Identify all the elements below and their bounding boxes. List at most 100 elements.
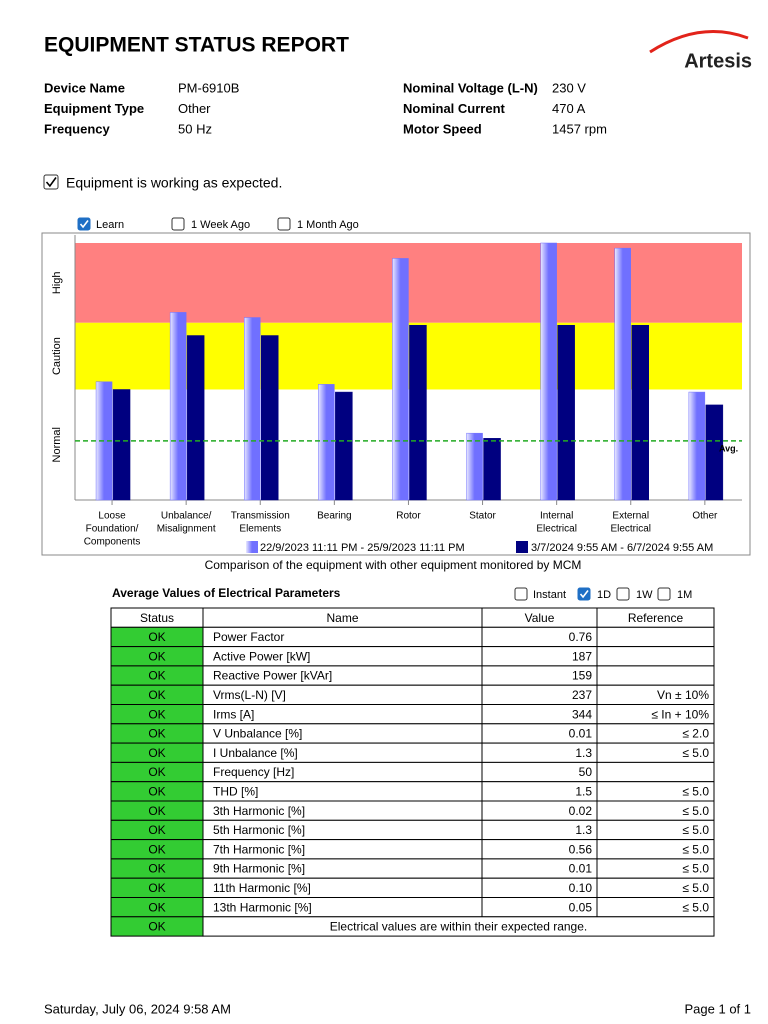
param-value: 0.01 — [569, 862, 593, 876]
bar — [186, 335, 205, 501]
param-name: 13th Harmonic [%] — [213, 900, 312, 914]
bar — [688, 391, 706, 501]
report-title: EQUIPMENT STATUS REPORT — [44, 34, 349, 57]
info-label: Nominal Voltage (L-N) — [403, 80, 538, 95]
status-text: OK — [148, 707, 165, 721]
param-name: 11th Harmonic [%] — [213, 881, 311, 895]
checkbox — [277, 217, 291, 231]
checkbox — [577, 587, 591, 601]
bar — [335, 391, 353, 501]
param-reference: ≤ 2.0 — [682, 727, 709, 741]
average-label: Avg. — [719, 443, 738, 453]
legend-label: 22/9/2023 11:11 PM - 25/9/2023 11:11 PM — [260, 542, 465, 554]
checkbox — [657, 587, 671, 601]
param-name: Vrms(L-N) [V] — [213, 688, 286, 702]
legend-label: 3/7/2024 9:55 AM - 6/7/2024 9:55 AM — [531, 542, 713, 554]
info-label: Equipment Type — [44, 101, 144, 116]
status-text: OK — [148, 746, 165, 760]
bar — [705, 404, 724, 501]
bar — [631, 324, 649, 501]
info-label: Frequency — [44, 121, 111, 136]
param-name: Power Factor — [213, 630, 284, 644]
param-reference: ≤ 5.0 — [682, 862, 709, 876]
info-label: Nominal Current — [403, 101, 506, 116]
status-text: OK — [148, 785, 165, 799]
checkbox — [171, 217, 185, 231]
header-label: Name — [326, 611, 358, 625]
x-tick-label: Bearing — [317, 511, 351, 522]
x-tick-label: Foundation/ — [86, 524, 139, 535]
header-label: Status — [140, 611, 174, 625]
param-reference: ≤ 5.0 — [682, 785, 709, 799]
param-reference: ≤ 5.0 — [682, 823, 709, 837]
param-value: 1.3 — [575, 746, 592, 760]
header-label: Reference — [628, 611, 684, 625]
status-text: OK — [148, 804, 165, 818]
bar — [483, 438, 501, 501]
chart-option-label: 1 Week Ago — [191, 219, 250, 231]
param-name: Active Power [kW] — [213, 649, 310, 663]
param-name: 7th Harmonic [%] — [213, 842, 305, 856]
cell — [596, 761, 715, 783]
chart-caption: Comparison of the equipment with other e… — [205, 558, 582, 572]
x-tick-label: Stator — [469, 511, 496, 522]
bar — [614, 247, 631, 501]
check-mark — [79, 220, 89, 229]
param-value: 0.56 — [569, 842, 593, 856]
info-value: Other — [178, 101, 211, 116]
status-text: OK — [148, 920, 165, 934]
bar — [244, 317, 261, 501]
param-value: 0.02 — [569, 804, 593, 818]
zone-label: Normal — [51, 427, 63, 462]
status-text: OK — [148, 649, 165, 663]
legend-swatch — [516, 541, 528, 553]
param-name: Frequency [Hz] — [213, 765, 294, 779]
param-reference: Vn ± 10% — [657, 688, 709, 702]
param-reference: ≤ 5.0 — [682, 804, 709, 818]
param-name: V Unbalance [%] — [213, 727, 302, 741]
checkbox — [616, 587, 630, 601]
table-option-label: 1D — [597, 589, 611, 601]
table-option-label: 1M — [677, 589, 692, 601]
param-value: 0.76 — [569, 630, 593, 644]
table-option-label: 1W — [636, 589, 653, 601]
status-text: OK — [148, 862, 165, 876]
param-name: 5th Harmonic [%] — [213, 823, 305, 837]
bar — [392, 258, 409, 501]
bar — [466, 432, 483, 501]
chart-option-label: Learn — [96, 219, 124, 231]
status-text: OK — [148, 630, 165, 644]
param-name: 3th Harmonic [%] — [213, 804, 305, 818]
bar — [169, 312, 187, 501]
param-value: 1.3 — [575, 823, 592, 837]
checkbox — [43, 174, 59, 190]
checkbox — [514, 587, 528, 601]
x-tick-label: Transmission — [231, 511, 290, 522]
param-value: 187 — [572, 649, 592, 663]
info-value: 470 A — [552, 101, 586, 116]
logo-swoosh — [649, 30, 749, 54]
x-tick-label: Loose — [98, 511, 126, 522]
bar — [112, 389, 131, 501]
param-value: 0.10 — [569, 881, 593, 895]
status-text: OK — [148, 900, 165, 914]
param-reference: ≤ 5.0 — [682, 746, 709, 760]
param-name: THD [%] — [213, 785, 258, 799]
cell — [596, 626, 715, 648]
param-value: 1.5 — [575, 785, 592, 799]
param-value: 50 — [579, 765, 593, 779]
param-value: 237 — [572, 688, 592, 702]
footer-page: Page 1 of 1 — [685, 1001, 752, 1016]
info-label: Motor Speed — [403, 121, 482, 136]
param-name: 9th Harmonic [%] — [213, 862, 305, 876]
x-tick-label: Unbalance/ — [161, 511, 212, 522]
bar — [261, 335, 279, 501]
info-value: 50 Hz — [178, 121, 212, 136]
bar — [557, 324, 575, 501]
status-text: OK — [148, 669, 165, 683]
status-text: OK — [148, 727, 165, 741]
x-tick-label: Misalignment — [157, 524, 216, 535]
x-tick-label: Internal — [540, 511, 573, 522]
